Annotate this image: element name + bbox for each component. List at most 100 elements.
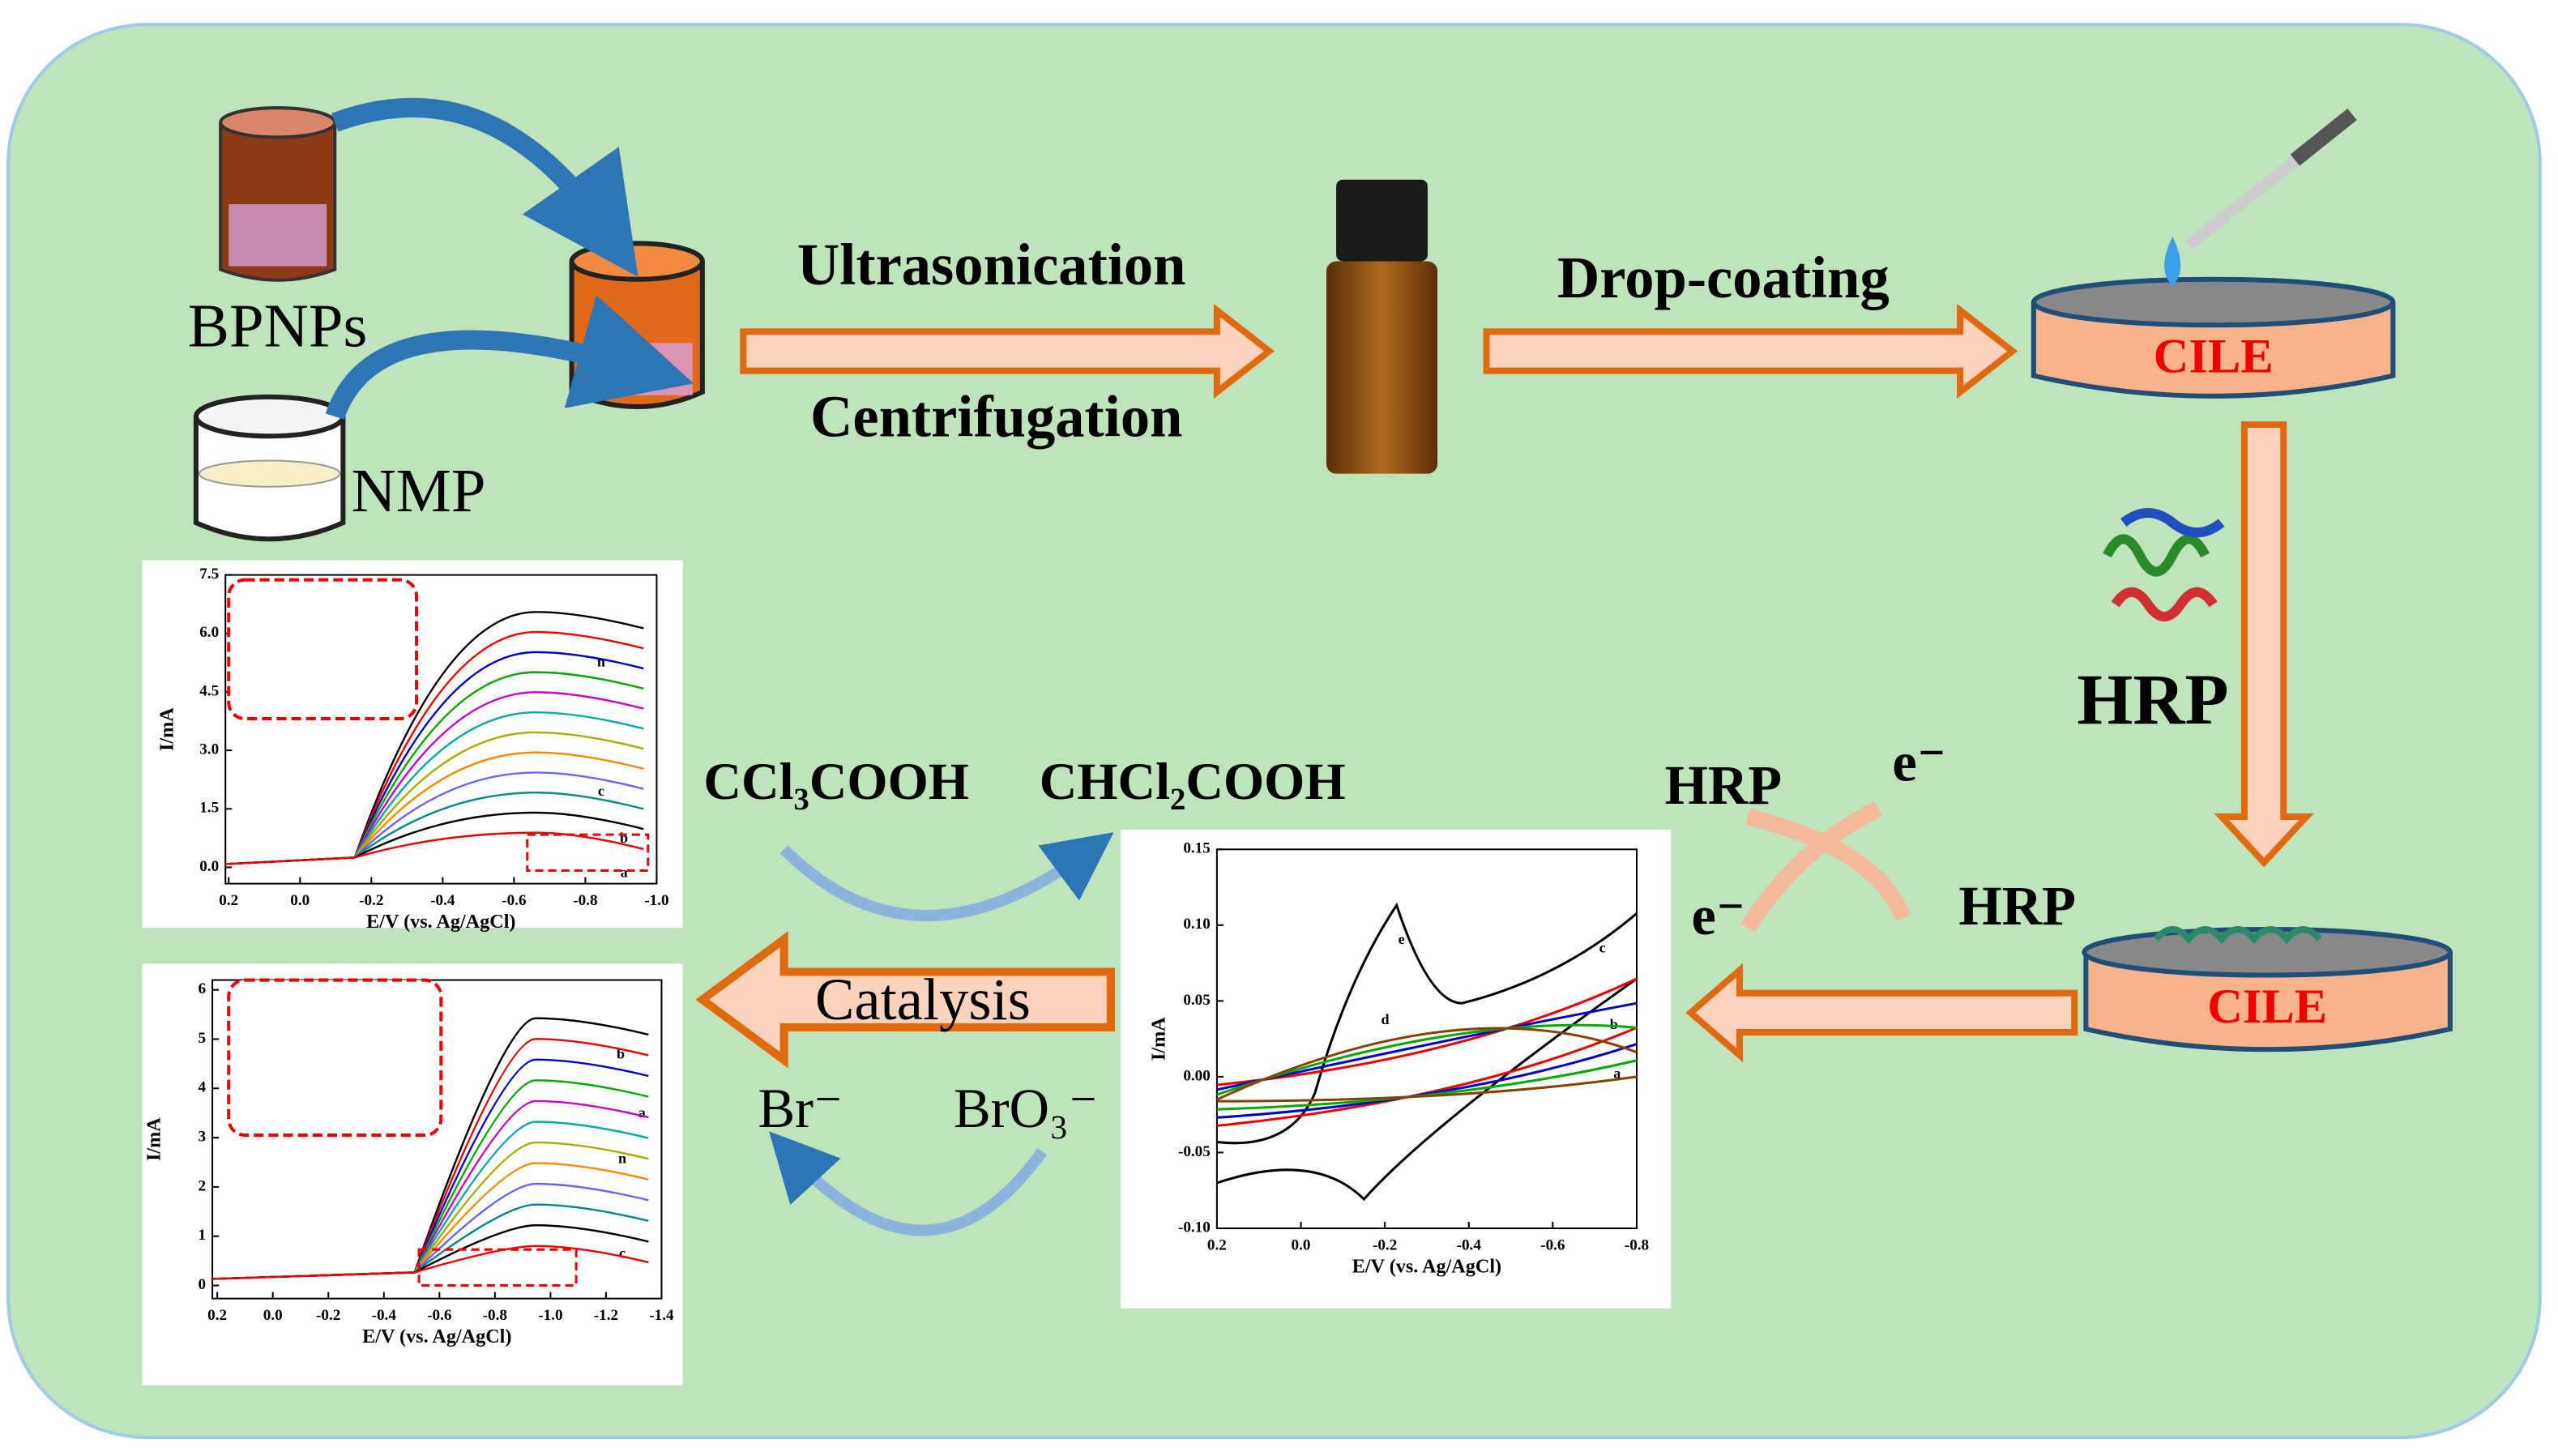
plot-frame: [1215, 848, 1638, 1229]
label: NMP: [351, 456, 485, 525]
plot-frame: [224, 574, 658, 885]
y-tick-label: 4.5: [199, 682, 219, 699]
curve-label: d: [1381, 1011, 1389, 1027]
y-tick-label: 6.0: [199, 624, 219, 641]
curve: [225, 651, 644, 865]
highlight-box: [417, 1248, 578, 1287]
x-tick-label: -0.6: [502, 892, 527, 909]
x-tick-label: 0.0: [290, 892, 310, 909]
curve: [1216, 1001, 1638, 1091]
label: Catalysis: [815, 967, 1031, 1032]
label: CHCl₂COOH: [1040, 753, 1346, 810]
y-tick-label: 3: [198, 1128, 206, 1145]
x-axis-label: E/V (vs. Ag/AgCl): [366, 911, 515, 933]
x-tick-label: -1.0: [538, 1307, 562, 1324]
curve: [212, 1038, 649, 1280]
x-tick-label: -0.8: [573, 892, 597, 909]
x-tick-label: -0.2: [359, 892, 383, 909]
curve-label: a: [638, 1104, 646, 1121]
x-tick-label: -0.6: [1540, 1237, 1565, 1254]
curve: [225, 691, 644, 865]
curve-label: b: [1610, 1016, 1618, 1032]
transfer-arrow: [1740, 801, 1882, 933]
curve: [1216, 1023, 1638, 1096]
y-tick-label: -0.10: [1178, 1219, 1211, 1236]
curve: [1216, 1059, 1638, 1111]
label: CCl₃COOH: [703, 753, 969, 810]
curve: [225, 731, 644, 865]
protein: [2103, 508, 2225, 621]
beaker-brown: [219, 106, 337, 282]
curve: [212, 1224, 649, 1280]
x-tick-label: 0.2: [219, 892, 238, 909]
curve: [1216, 1027, 1638, 1127]
curve: [225, 792, 644, 865]
label: HRP: [1958, 875, 2076, 937]
curve: [1216, 977, 1638, 1087]
y-tick-label: 3.0: [199, 741, 219, 758]
label: HRP: [2077, 660, 2228, 740]
label: e⁻: [1691, 885, 1745, 946]
x-tick-label: -0.6: [427, 1307, 452, 1324]
x-tick-label: -1.0: [644, 892, 668, 909]
curve-label: e: [1399, 931, 1405, 947]
x-tick-label: -0.4: [372, 1307, 397, 1324]
curve: [212, 1099, 649, 1280]
label: CILE: [2154, 330, 2274, 384]
y-tick-label: 6: [198, 980, 206, 997]
label: BrO₃⁻: [954, 1078, 1098, 1139]
y-tick-label: 0.15: [1183, 840, 1210, 857]
y-tick-label: 7.5: [199, 566, 219, 583]
x-axis-label: E/V (vs. Ag/AgCl): [362, 1326, 511, 1347]
reaction-arrow: [769, 1131, 1047, 1236]
y-axis-label: I/mA: [143, 1117, 165, 1161]
x-tick-label: -0.8: [483, 1307, 507, 1324]
y-tick-label: 0.05: [1183, 992, 1210, 1009]
x-tick-label: -0.2: [1373, 1237, 1397, 1254]
electrode: [2031, 109, 2396, 399]
curve-label: c: [598, 783, 604, 799]
y-tick-label: -0.05: [1178, 1143, 1211, 1160]
curve: [225, 711, 644, 865]
curve: [212, 1017, 649, 1280]
curve-label: n: [597, 653, 605, 669]
y-tick-label: 1.5: [199, 800, 219, 817]
process-arrow: [695, 931, 1115, 1069]
y-tick-label: 0.0: [199, 858, 219, 875]
curve-label: n: [618, 1150, 626, 1166]
curve: [225, 611, 644, 865]
curve: [212, 1182, 649, 1280]
process-arrow: [2214, 421, 2314, 868]
curve: [225, 671, 644, 865]
beaker-orange: [569, 241, 705, 409]
curve-label: c: [1599, 939, 1606, 955]
reaction-arrow: [779, 832, 1114, 921]
label: BPNPs: [188, 291, 367, 360]
curve: [212, 1203, 649, 1280]
process-arrow: [740, 303, 1275, 399]
x-tick-label: -0.2: [316, 1307, 340, 1324]
label: Br⁻: [758, 1078, 843, 1139]
curve: [225, 811, 644, 865]
y-tick-label: 0.10: [1183, 916, 1210, 933]
transfer-arrow: [331, 97, 638, 277]
process-arrow: [1685, 963, 2078, 1063]
inset-box: [227, 578, 419, 721]
curve: [212, 1162, 649, 1280]
curve-label: b: [617, 1045, 625, 1061]
curve: [212, 1121, 649, 1280]
curve-label: c: [619, 1245, 626, 1261]
plot-panel: -0.10 -0.05 0.00 0.05 0.10 0.15 0.2 0.0 -0.2 -0.4…: [1120, 830, 1672, 1309]
curve: [1216, 1043, 1638, 1119]
curve: [212, 1079, 649, 1280]
curve: [225, 630, 644, 865]
label: HRP: [1664, 754, 1782, 816]
transfer-arrow: [1745, 809, 1911, 921]
x-axis-label: E/V (vs. Ag/AgCl): [1352, 1255, 1501, 1277]
curve: [225, 751, 644, 865]
label: Centrifugation: [810, 383, 1183, 449]
plot-panel: 0 1 2 3 4 5 6 0.2 0.0 -0.2 -0.4 -0.6 -0.8 -1.0 -1.2 -1.…: [142, 963, 683, 1386]
x-tick-label: 0.2: [207, 1307, 227, 1324]
